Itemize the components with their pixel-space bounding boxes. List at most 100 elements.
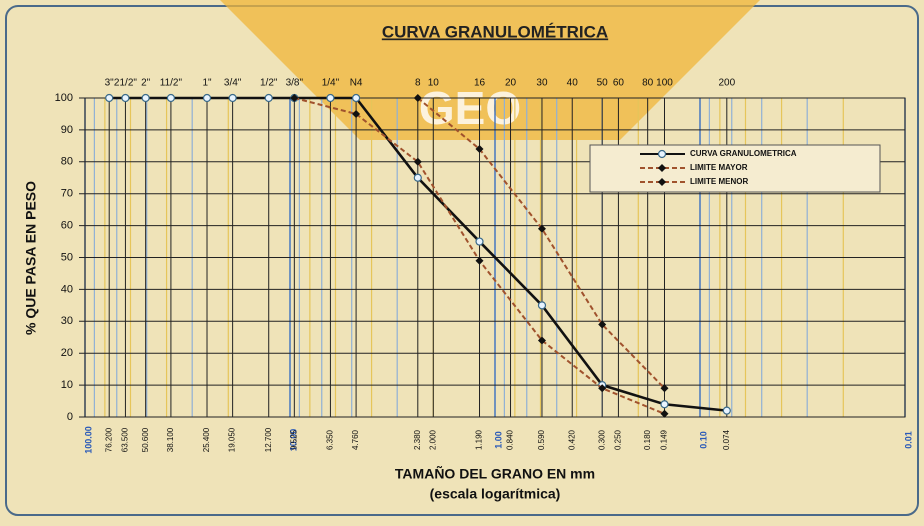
x-tick-label: 1.00 — [493, 431, 503, 449]
sieve-size-label: 0.180 — [643, 429, 652, 450]
marker — [121, 93, 130, 103]
sieve-size-label: 1.190 — [475, 429, 484, 450]
sieve-name-label: 3" — [105, 78, 115, 89]
sieve-name-label: 30 — [536, 78, 548, 89]
sieve-name-label: 50 — [597, 78, 609, 89]
series-line — [109, 96, 727, 412]
y-tick-label: 10 — [61, 379, 73, 391]
marker — [598, 320, 607, 329]
sieve-name-label: 16 — [474, 78, 486, 89]
marker — [352, 109, 361, 118]
sieve-size-label: 9.525 — [289, 429, 298, 450]
legend-label: LIMITE MENOR — [690, 177, 748, 186]
marker — [475, 145, 484, 154]
marker — [228, 93, 237, 103]
legend-label: CURVA GRANULOMETRICA — [690, 149, 797, 158]
marker — [413, 157, 422, 166]
sieve-name-label: 3/8" — [286, 78, 304, 89]
marker — [351, 93, 361, 103]
y-tick-label: 40 — [61, 283, 73, 295]
sieve-name-label: 1" — [202, 78, 212, 89]
marker — [264, 93, 273, 103]
sieve-name-label: 1/4" — [322, 78, 340, 89]
sieve-size-label: 4.760 — [351, 429, 360, 450]
marker — [657, 149, 667, 159]
sieve-name-label: N4 — [350, 78, 363, 89]
marker — [658, 178, 666, 186]
logo-triangle — [220, 0, 760, 140]
y-tick-label: 50 — [61, 251, 73, 263]
marker — [660, 384, 669, 393]
sieve-name-label: 10 — [428, 78, 440, 89]
sieve-name-label: 3/4" — [224, 78, 242, 89]
plot-frame — [84, 97, 906, 418]
x-axis-label: TAMAÑO DEL GRANO EN mm — [395, 465, 595, 482]
y-tick-label: 0 — [67, 411, 73, 423]
sieve-size-label: 6.350 — [326, 429, 335, 450]
marker — [598, 384, 607, 393]
marker — [105, 93, 114, 103]
x-tick-label: 10.00 — [288, 429, 298, 452]
legend-label: LIMITE MAYOR — [690, 163, 748, 172]
marker — [475, 256, 484, 265]
sieve-size-label: 0.840 — [506, 429, 515, 450]
marker — [166, 93, 176, 103]
marker — [290, 94, 299, 102]
marker — [658, 164, 666, 172]
marker — [141, 93, 150, 103]
sieve-name-label: 2" — [141, 78, 151, 89]
sieve-name-label: 21/2" — [114, 78, 137, 89]
marker — [326, 93, 335, 103]
sieve-size-label: 63.500 — [121, 427, 130, 452]
sieve-size-label: 2.000 — [428, 429, 437, 450]
chart-title: CURVA GRANULOMÉTRICA — [382, 22, 608, 41]
x-tick-label: 0.01 — [903, 431, 913, 449]
sieve-size-label: 25.400 — [202, 427, 211, 452]
marker — [413, 173, 422, 182]
sieve-size-label: 12.700 — [264, 427, 273, 452]
y-tick-label: 20 — [61, 347, 73, 359]
sieve-size-label: 0.250 — [614, 429, 623, 450]
sieve-name-label: 8 — [415, 78, 421, 89]
y-tick-label: 90 — [61, 124, 73, 136]
y-axis-label: % QUE PASA EN PESO — [23, 181, 39, 335]
sieve-size-label: 38.100 — [166, 427, 175, 452]
x-tick-label: 100.00 — [83, 426, 93, 454]
sieve-name-label: 11/2" — [160, 78, 183, 89]
sieve-name-label: 200 — [718, 78, 735, 89]
sieve-name-label: 1/2" — [260, 78, 278, 89]
sieve-size-label: 0.420 — [567, 429, 576, 450]
marker — [722, 406, 731, 415]
marker — [475, 237, 484, 246]
marker — [660, 400, 669, 409]
sieve-name-label: 100 — [656, 78, 673, 89]
sieve-size-label: 50.600 — [141, 427, 150, 452]
sieve-size-label: 0.300 — [597, 429, 606, 450]
marker — [202, 93, 212, 103]
sieve-size-label: 0.074 — [722, 429, 731, 450]
sieve-name-label: 20 — [505, 78, 517, 89]
y-tick-label: 60 — [61, 220, 73, 232]
legend-box — [589, 144, 881, 193]
sieve-name-label: 80 — [642, 78, 654, 89]
marker — [413, 94, 422, 102]
sieve-size-label: 19.050 — [228, 427, 237, 452]
marker — [537, 224, 546, 233]
y-tick-label: 70 — [61, 188, 73, 200]
x-axis-sublabel: (escala logarítmica) — [430, 486, 561, 502]
y-tick-label: 80 — [61, 156, 73, 168]
y-tick-label: 30 — [61, 315, 73, 327]
series-line — [417, 97, 666, 389]
sieve-size-label: 2.380 — [413, 429, 422, 450]
sieve-size-label: 0.590 — [537, 429, 546, 450]
x-tick-label: 0.10 — [698, 431, 708, 449]
sieve-size-label: 0.149 — [660, 429, 669, 450]
sieve-name-label: 40 — [567, 78, 579, 89]
sieve-name-label: 60 — [613, 78, 625, 89]
sieve-size-label: 76.200 — [104, 427, 113, 452]
marker — [660, 409, 669, 418]
marker — [537, 301, 547, 310]
y-tick-label: 100 — [55, 92, 73, 104]
marker — [537, 336, 546, 345]
